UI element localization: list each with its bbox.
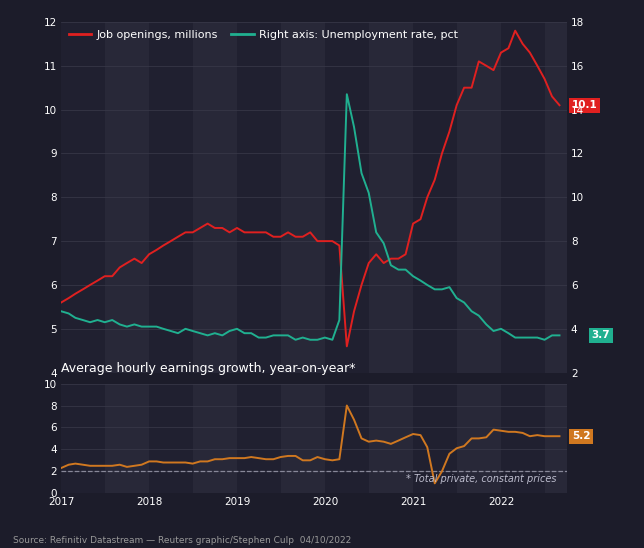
Bar: [105, 384, 149, 493]
Text: Average hourly earnings growth, year-on-year*: Average hourly earnings growth, year-on-…: [61, 362, 355, 375]
Text: 5.2: 5.2: [572, 431, 591, 441]
Text: 3.7: 3.7: [592, 330, 611, 340]
Bar: [457, 22, 501, 373]
Bar: [545, 22, 567, 373]
Bar: [369, 22, 413, 373]
Text: 10.1: 10.1: [572, 100, 598, 110]
Bar: [193, 384, 237, 493]
Bar: [237, 384, 281, 493]
Bar: [545, 384, 567, 493]
Bar: [193, 22, 237, 373]
Bar: [149, 384, 193, 493]
Bar: [325, 22, 369, 373]
Bar: [105, 22, 149, 373]
Bar: [281, 22, 325, 373]
Bar: [325, 384, 369, 493]
Legend: Job openings, millions, Right axis: Unemployment rate, pct: Job openings, millions, Right axis: Unem…: [67, 27, 460, 42]
Bar: [237, 22, 281, 373]
Bar: [61, 384, 105, 493]
Text: Source: Refinitiv Datastream — Reuters graphic/Stephen Culp  04/10/2022: Source: Refinitiv Datastream — Reuters g…: [13, 536, 351, 545]
Bar: [369, 384, 413, 493]
Bar: [413, 384, 457, 493]
Bar: [501, 384, 545, 493]
Bar: [413, 22, 457, 373]
Bar: [281, 384, 325, 493]
Bar: [457, 384, 501, 493]
Bar: [61, 22, 105, 373]
Bar: [149, 22, 193, 373]
Text: * Total private, constant prices: * Total private, constant prices: [406, 475, 556, 484]
Bar: [501, 22, 545, 373]
